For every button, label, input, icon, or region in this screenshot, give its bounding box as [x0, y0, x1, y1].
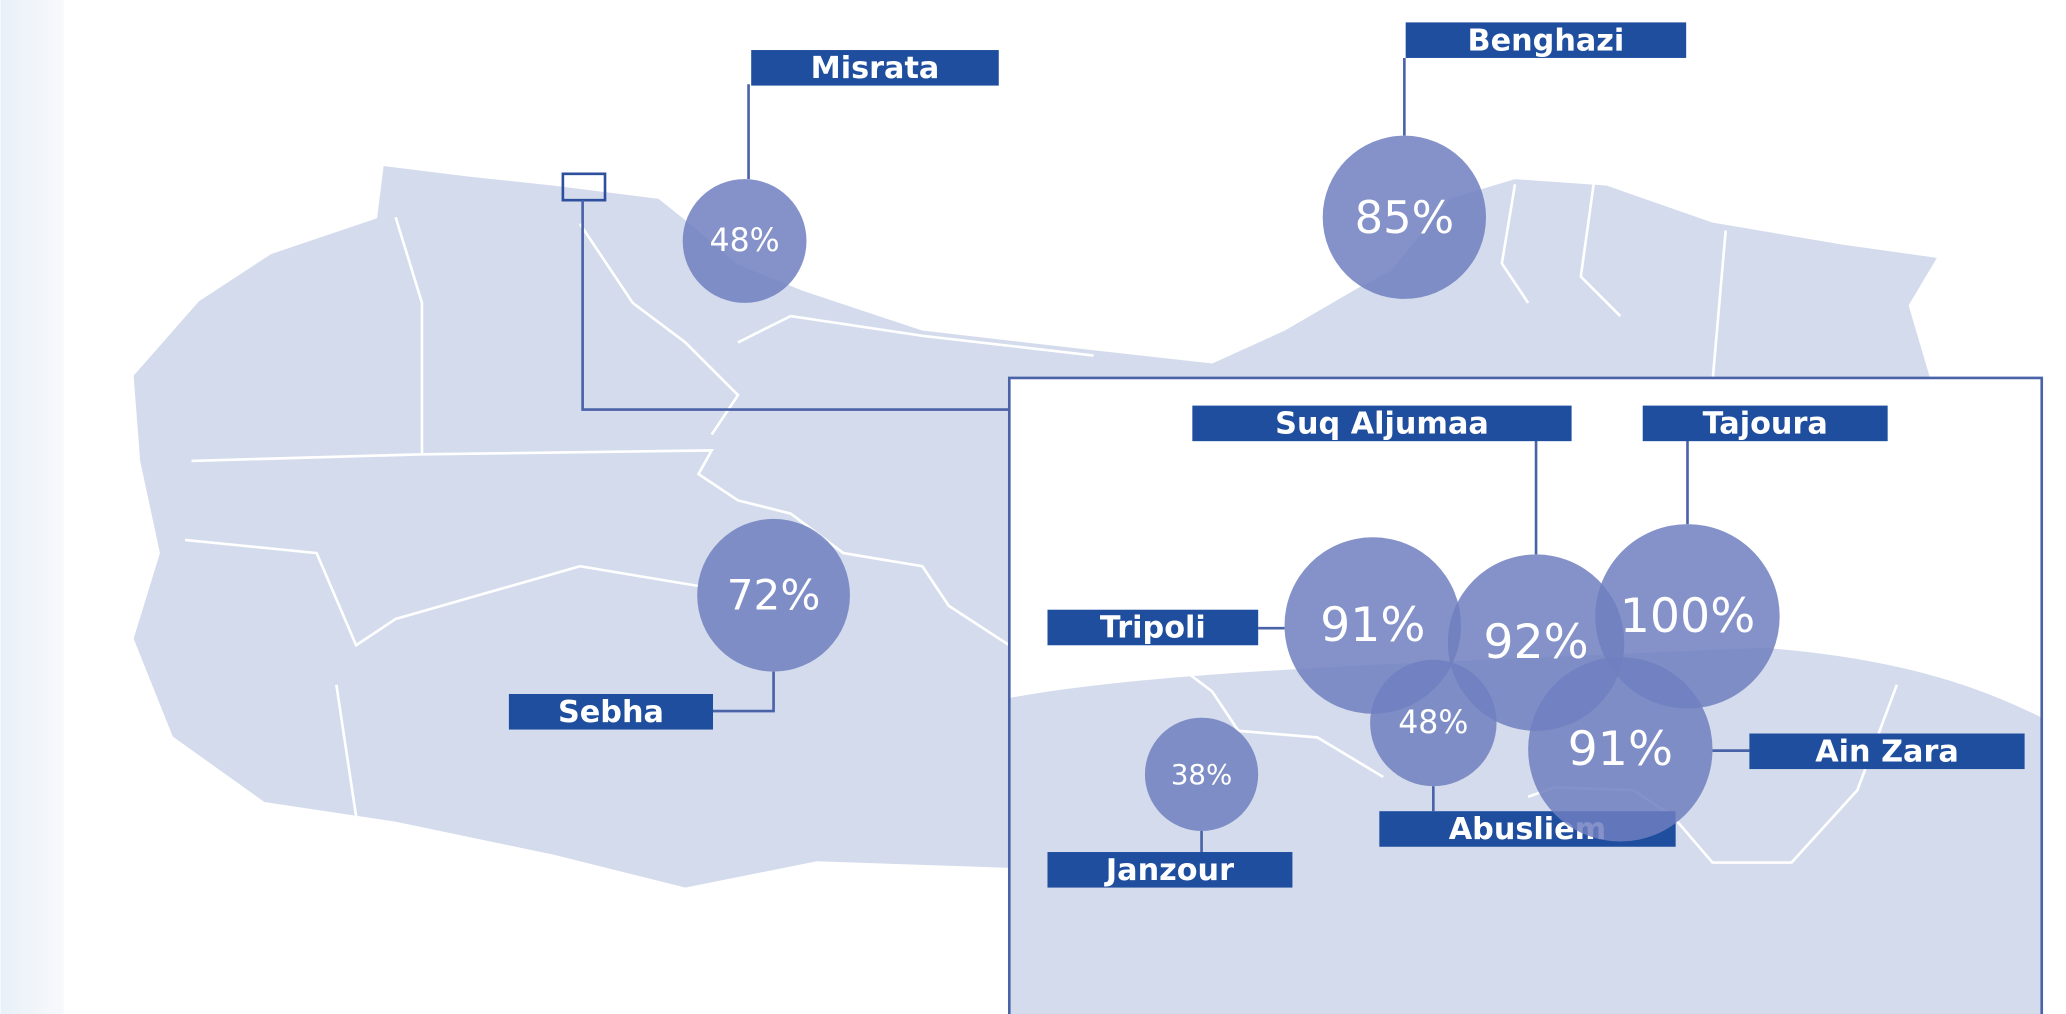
- value-bubble: [1322, 135, 1487, 299]
- value-bubble: [1528, 657, 1713, 842]
- location-markers: 48% Misrata 85% Benghazi 72% Sebha 92% Suq Alju…: [508, 22, 2025, 888]
- location-label: Misrata: [811, 51, 940, 86]
- value-bubble: [1370, 659, 1497, 787]
- location-label: Tripoli: [1100, 611, 1206, 646]
- location-label: Ain Zara: [1815, 734, 1959, 769]
- label-box: [1192, 405, 1572, 442]
- value-text: 100%: [1620, 589, 1756, 644]
- value-text: 92%: [1483, 615, 1588, 670]
- location-label: Janzour: [1104, 853, 1234, 888]
- region-borders: [184, 181, 1727, 817]
- label-box: [1405, 22, 1687, 58]
- value-bubble: [697, 518, 850, 672]
- value-text: 48%: [709, 223, 779, 259]
- label-box: [751, 50, 999, 86]
- location-label: Tajoura: [1703, 407, 1828, 442]
- inset-frame: [1007, 376, 2044, 1014]
- location-label: Sebha: [558, 695, 664, 730]
- value-bubble: [1144, 717, 1259, 831]
- value-text: 91%: [1568, 722, 1673, 777]
- value-text: 38%: [1171, 758, 1232, 791]
- inset-connector: [581, 200, 1010, 411]
- location-label: Suq Aljumaa: [1275, 407, 1489, 442]
- label-box: [1047, 852, 1293, 888]
- value-text: 72%: [727, 571, 821, 620]
- label-box: [1749, 733, 2025, 770]
- value-text: 91%: [1320, 598, 1425, 653]
- side-strip: [0, 0, 64, 1014]
- label-box: [508, 693, 713, 730]
- value-text: 85%: [1355, 191, 1455, 244]
- value-bubble: [682, 179, 807, 303]
- label-box: [1642, 405, 1888, 442]
- leader-line: [712, 671, 775, 713]
- location-label: Benghazi: [1468, 23, 1625, 58]
- value-text: 48%: [1398, 705, 1468, 741]
- label-box: [1047, 609, 1259, 646]
